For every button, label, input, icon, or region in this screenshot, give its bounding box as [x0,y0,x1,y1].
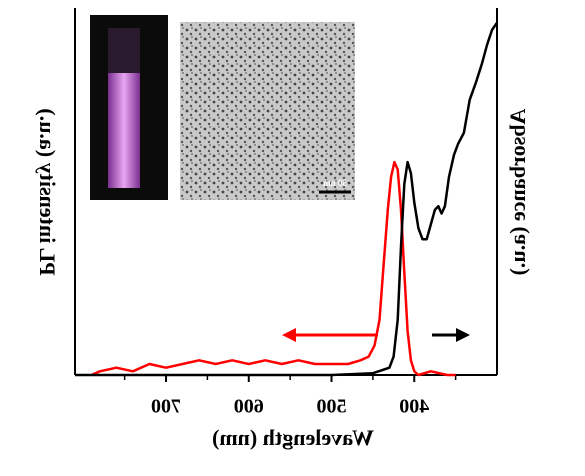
series-line [90,160,456,377]
y2-axis-label: Absorbance (a.u.) [505,109,530,276]
inset-tem [180,22,355,200]
x-tick-label: 500 [317,396,347,418]
inset-label: 50 nm [323,178,347,188]
series-line [75,21,499,377]
y-axis-label: PL intensity (a.u.) [35,108,60,275]
x-axis-label: Wavelength (nm) [212,425,374,450]
x-tick-label: 700 [151,396,181,418]
x-tick-label: 600 [234,396,264,418]
arrow-pl [282,328,378,342]
inset-photo [90,15,168,200]
arrow-abs [432,328,470,342]
x-tick-label: 400 [399,396,429,418]
